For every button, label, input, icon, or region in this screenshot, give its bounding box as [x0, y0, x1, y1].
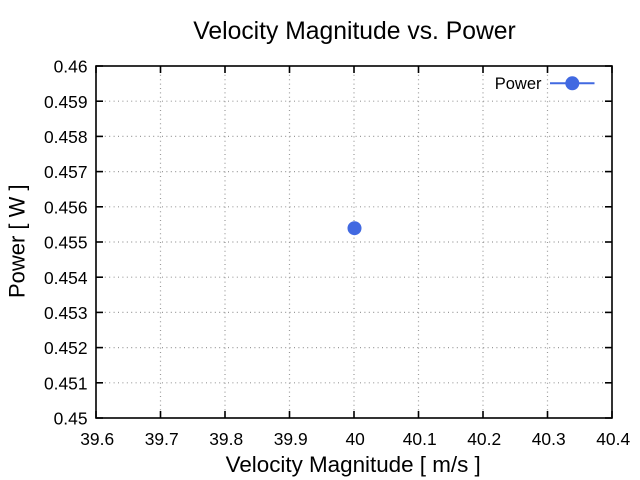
- svg-text:0.45: 0.45: [54, 409, 88, 429]
- svg-text:0.457: 0.457: [44, 162, 88, 182]
- svg-text:40.3: 40.3: [532, 429, 566, 449]
- svg-text:40.2: 40.2: [467, 429, 501, 449]
- svg-text:0.455: 0.455: [44, 233, 88, 253]
- svg-text:0.458: 0.458: [44, 127, 88, 147]
- svg-text:0.46: 0.46: [54, 57, 88, 77]
- svg-text:0.454: 0.454: [44, 268, 88, 288]
- svg-text:40.1: 40.1: [403, 429, 437, 449]
- svg-text:39.9: 39.9: [274, 429, 308, 449]
- svg-text:39.7: 39.7: [145, 429, 179, 449]
- svg-text:0.451: 0.451: [44, 373, 88, 393]
- svg-text:40: 40: [346, 429, 365, 449]
- svg-text:0.459: 0.459: [44, 92, 88, 112]
- svg-text:40.4: 40.4: [596, 429, 630, 449]
- svg-text:Velocity Magnitude [ m/s ]: Velocity Magnitude [ m/s ]: [226, 452, 481, 477]
- svg-text:Velocity Magnitude vs. Power: Velocity Magnitude vs. Power: [193, 18, 515, 45]
- svg-text:0.453: 0.453: [44, 303, 88, 323]
- svg-text:39.6: 39.6: [80, 429, 114, 449]
- svg-text:0.452: 0.452: [44, 338, 88, 358]
- svg-text:39.8: 39.8: [209, 429, 243, 449]
- svg-text:Power: Power: [495, 75, 542, 93]
- svg-text:Power [ W ]: Power [ W ]: [5, 184, 30, 298]
- svg-text:0.456: 0.456: [44, 197, 88, 217]
